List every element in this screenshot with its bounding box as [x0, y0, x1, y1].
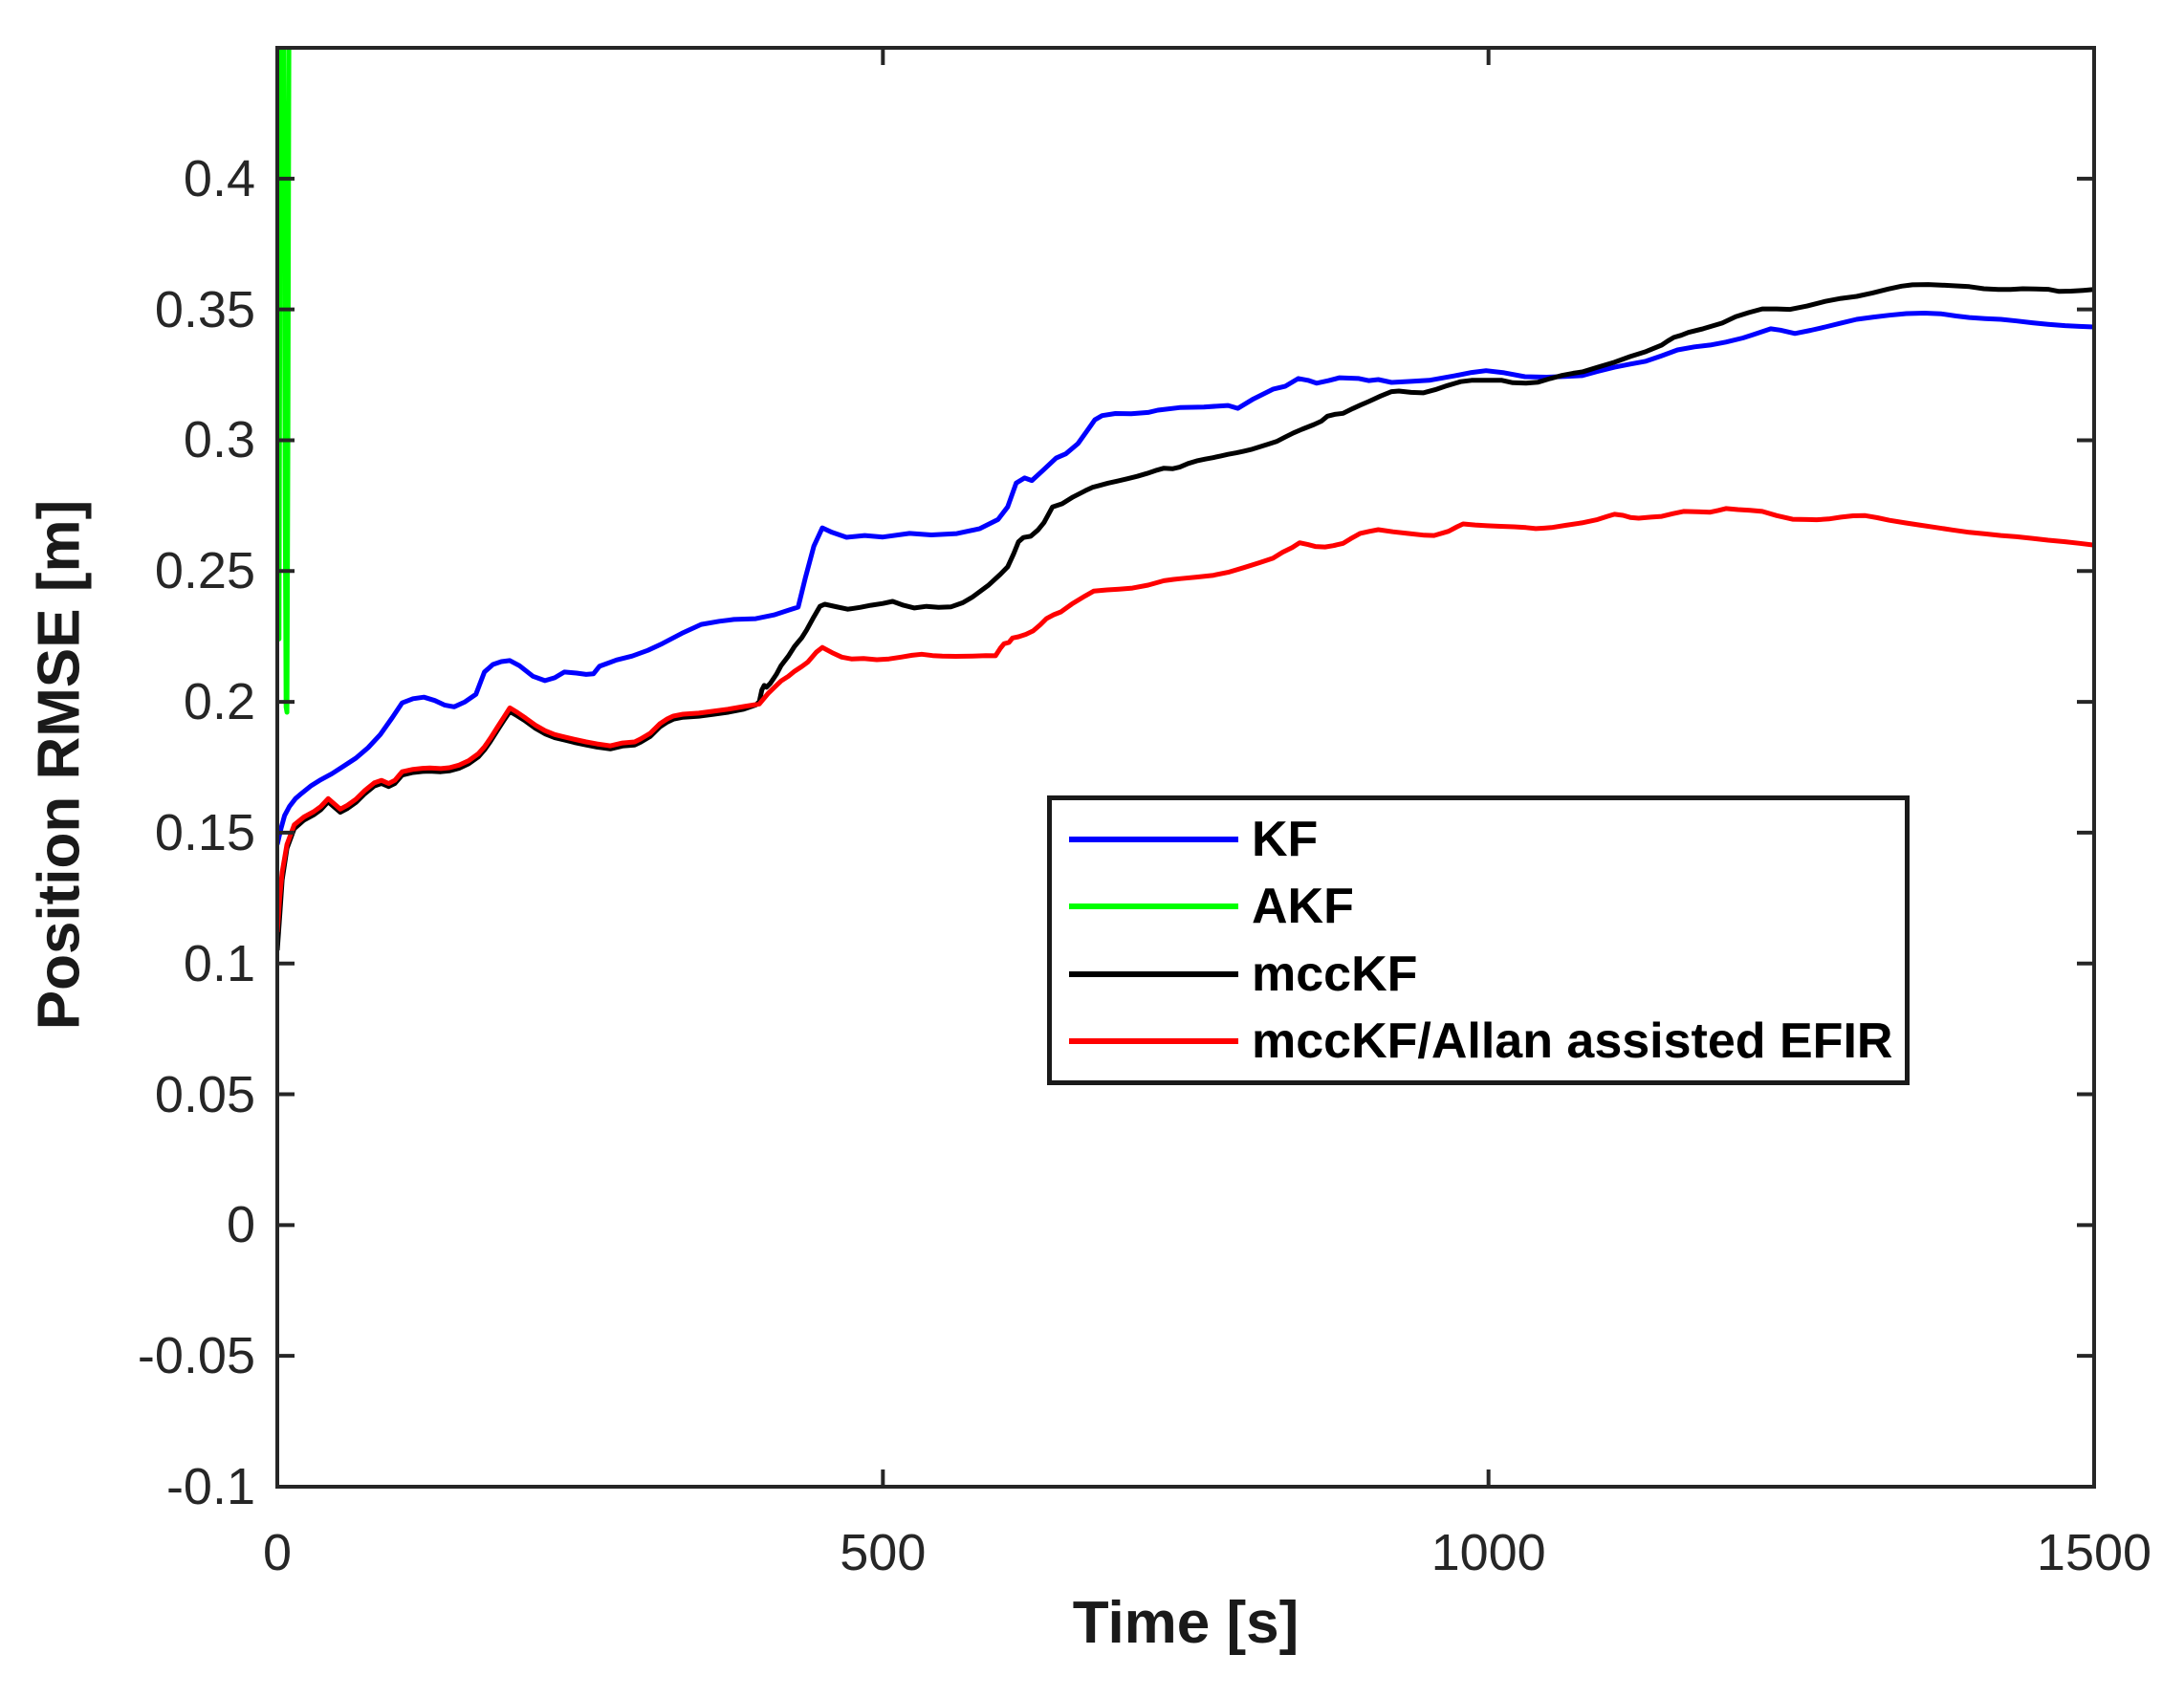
legend-line-sample	[1069, 903, 1238, 910]
y-tick-label: 0	[226, 1196, 255, 1254]
legend-line-sample	[1069, 1038, 1238, 1045]
legend: KF AKF mccKF mccKF/Allan assisted EFIR	[1047, 795, 1910, 1085]
y-axis-label: Position RMSE [m]	[26, 499, 93, 1031]
legend-line-sample	[1069, 970, 1238, 977]
curve-mcckf-allan-assisted-efir	[277, 506, 2094, 933]
y-tick-label: 0.1	[183, 934, 255, 992]
y-tick-label: 0.05	[154, 1065, 255, 1123]
legend-label: mccKF/Allan assisted EFIR	[1252, 1013, 1893, 1070]
x-tick-label: 0	[262, 1524, 293, 1581]
y-tick-label: 0.3	[183, 411, 255, 469]
x-tick-label: 500	[840, 1524, 927, 1581]
y-tick-label: 0.15	[154, 803, 255, 861]
legend-row: mccKF/Allan assisted EFIR	[1052, 1012, 1905, 1070]
legend-label: mccKF	[1252, 946, 1418, 1002]
x-axis-label: Time [s]	[1072, 1590, 1299, 1656]
y-tick-label: 0.2	[183, 673, 255, 731]
x-tick-label: 1500	[2036, 1524, 2152, 1581]
legend-label: KF	[1252, 811, 1319, 867]
y-tick-label: -0.05	[137, 1327, 255, 1385]
axes-layer	[275, 46, 2096, 1489]
legend-row: mccKF	[1052, 946, 1905, 1003]
legend-row: KF	[1052, 811, 1905, 868]
curve-kf	[277, 311, 2094, 845]
curve-akf	[281, 48, 292, 715]
y-tick-label: 0.4	[183, 149, 255, 207]
legend-label: AKF	[1252, 879, 1354, 935]
x-tick-label: 1000	[1431, 1524, 1546, 1581]
legend-line-sample	[1069, 836, 1238, 842]
y-tick-label: 0.35	[154, 280, 255, 338]
y-tick-label: -0.1	[165, 1458, 255, 1515]
plot-border	[275, 46, 2096, 1489]
y-tick-label: 0.25	[154, 542, 255, 600]
legend-row: AKF	[1052, 878, 1905, 935]
